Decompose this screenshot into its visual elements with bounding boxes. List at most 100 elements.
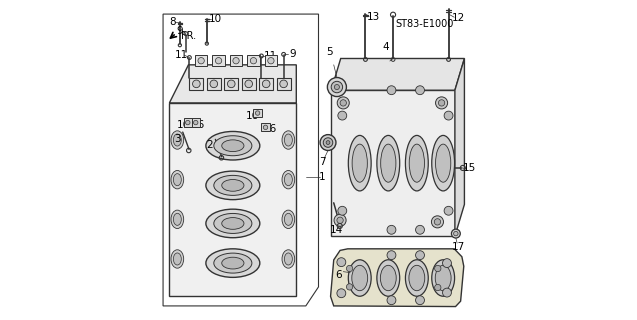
Text: 3: 3 bbox=[174, 134, 181, 144]
Circle shape bbox=[337, 97, 349, 109]
Circle shape bbox=[434, 284, 441, 291]
Ellipse shape bbox=[436, 144, 451, 182]
Text: 15: 15 bbox=[462, 163, 476, 173]
Ellipse shape bbox=[348, 260, 371, 296]
Polygon shape bbox=[169, 103, 296, 296]
Circle shape bbox=[387, 251, 396, 260]
Ellipse shape bbox=[377, 260, 399, 296]
Circle shape bbox=[434, 219, 441, 225]
Circle shape bbox=[227, 80, 235, 88]
Circle shape bbox=[250, 58, 257, 64]
Ellipse shape bbox=[348, 135, 371, 191]
Ellipse shape bbox=[284, 134, 292, 146]
Text: 14: 14 bbox=[330, 225, 343, 235]
Ellipse shape bbox=[405, 135, 428, 191]
Ellipse shape bbox=[206, 249, 260, 277]
Circle shape bbox=[210, 80, 218, 88]
Circle shape bbox=[347, 265, 353, 272]
Circle shape bbox=[438, 100, 445, 106]
Circle shape bbox=[334, 84, 340, 90]
Polygon shape bbox=[331, 90, 455, 236]
Polygon shape bbox=[259, 77, 273, 90]
Circle shape bbox=[387, 296, 396, 305]
Text: FR.: FR. bbox=[181, 31, 196, 41]
Circle shape bbox=[263, 125, 268, 130]
Circle shape bbox=[198, 58, 204, 64]
Ellipse shape bbox=[380, 265, 396, 291]
Ellipse shape bbox=[171, 210, 183, 228]
Bar bbox=[183, 118, 192, 127]
Ellipse shape bbox=[214, 175, 252, 196]
Polygon shape bbox=[241, 77, 255, 90]
Circle shape bbox=[338, 111, 347, 120]
Circle shape bbox=[326, 141, 330, 144]
Circle shape bbox=[431, 216, 443, 228]
Ellipse shape bbox=[409, 265, 425, 291]
Polygon shape bbox=[207, 77, 221, 90]
Circle shape bbox=[323, 138, 333, 147]
Circle shape bbox=[443, 288, 452, 297]
Text: 13: 13 bbox=[366, 12, 380, 22]
Text: 6: 6 bbox=[335, 270, 341, 280]
Text: 8: 8 bbox=[169, 17, 176, 27]
Ellipse shape bbox=[381, 144, 396, 182]
Circle shape bbox=[387, 225, 396, 234]
Text: 11: 11 bbox=[175, 50, 188, 60]
Circle shape bbox=[415, 296, 424, 305]
Polygon shape bbox=[195, 55, 208, 67]
Circle shape bbox=[340, 100, 347, 106]
Circle shape bbox=[233, 58, 240, 64]
Polygon shape bbox=[230, 55, 242, 67]
Ellipse shape bbox=[171, 250, 183, 268]
Text: 11: 11 bbox=[264, 51, 277, 61]
Polygon shape bbox=[331, 249, 464, 307]
Circle shape bbox=[347, 284, 353, 290]
Text: 9: 9 bbox=[289, 49, 296, 60]
Ellipse shape bbox=[409, 144, 424, 182]
Circle shape bbox=[245, 80, 252, 88]
Ellipse shape bbox=[282, 250, 295, 268]
Circle shape bbox=[443, 259, 452, 268]
Ellipse shape bbox=[206, 171, 260, 200]
Circle shape bbox=[338, 206, 347, 215]
Circle shape bbox=[320, 135, 336, 150]
Ellipse shape bbox=[432, 260, 455, 296]
Circle shape bbox=[215, 58, 222, 64]
Ellipse shape bbox=[284, 174, 292, 186]
Ellipse shape bbox=[282, 210, 295, 228]
Circle shape bbox=[327, 77, 347, 97]
Polygon shape bbox=[189, 77, 203, 90]
Ellipse shape bbox=[173, 134, 182, 146]
Polygon shape bbox=[247, 55, 260, 67]
Text: 16: 16 bbox=[176, 120, 190, 130]
Circle shape bbox=[255, 111, 260, 115]
Ellipse shape bbox=[214, 136, 252, 156]
Ellipse shape bbox=[284, 213, 292, 225]
Text: 1: 1 bbox=[319, 172, 326, 182]
Circle shape bbox=[436, 97, 448, 109]
Text: 2: 2 bbox=[206, 140, 213, 150]
Circle shape bbox=[337, 289, 346, 298]
Circle shape bbox=[268, 58, 274, 64]
Text: 17: 17 bbox=[452, 242, 465, 252]
Circle shape bbox=[337, 258, 346, 267]
Ellipse shape bbox=[432, 135, 455, 191]
Circle shape bbox=[444, 206, 453, 215]
Circle shape bbox=[415, 86, 424, 95]
Ellipse shape bbox=[206, 132, 260, 160]
Ellipse shape bbox=[435, 265, 451, 291]
Ellipse shape bbox=[222, 218, 244, 229]
Text: ST83-E1000: ST83-E1000 bbox=[396, 19, 454, 28]
Ellipse shape bbox=[173, 253, 182, 265]
Circle shape bbox=[415, 251, 424, 260]
Bar bbox=[261, 123, 269, 132]
Ellipse shape bbox=[206, 209, 260, 238]
Text: 16: 16 bbox=[247, 111, 259, 121]
Ellipse shape bbox=[282, 131, 295, 149]
Circle shape bbox=[454, 231, 458, 236]
Text: 9: 9 bbox=[176, 26, 183, 36]
Circle shape bbox=[334, 214, 346, 226]
Text: 4: 4 bbox=[382, 42, 389, 52]
Text: 7: 7 bbox=[319, 157, 326, 167]
Circle shape bbox=[192, 80, 200, 88]
